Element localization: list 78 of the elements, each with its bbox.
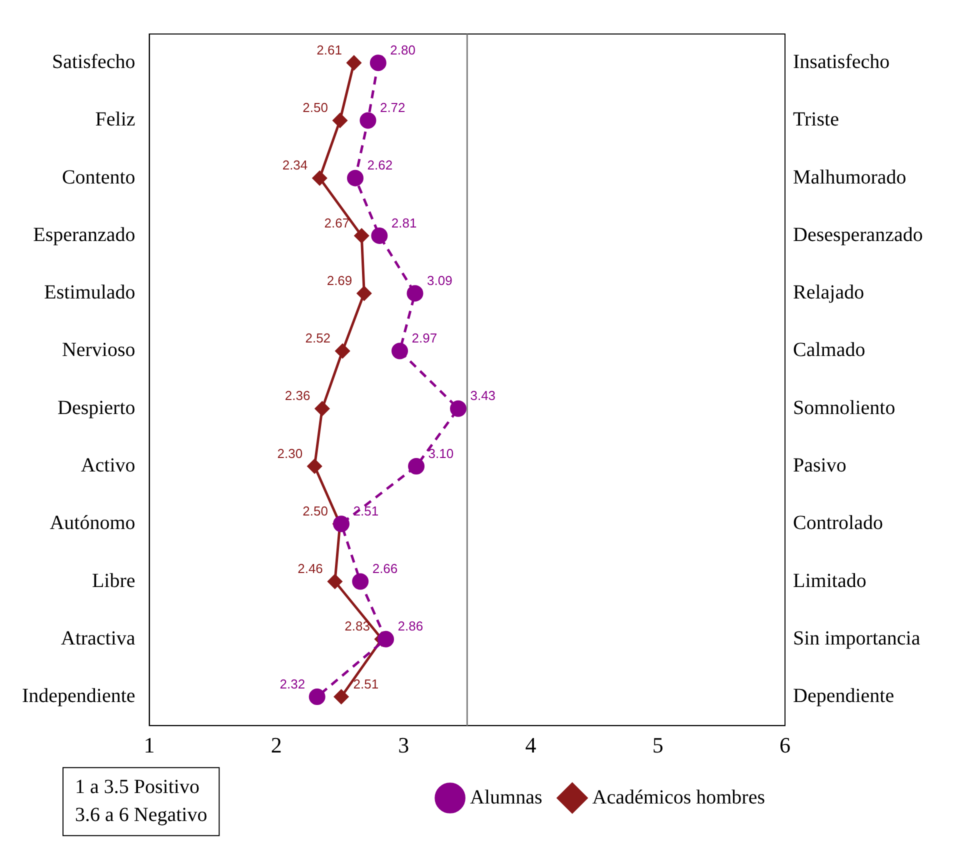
x-tick-label: 1 <box>144 732 155 758</box>
legend-label: Alumnas <box>470 786 542 808</box>
data-label: 3.09 <box>427 272 452 288</box>
y-tick-label: Satisfecho <box>52 51 136 74</box>
x-tick-label: 4 <box>525 732 536 758</box>
x-tick-label: 5 <box>652 732 664 758</box>
data-label: 2.81 <box>391 215 417 230</box>
point <box>328 574 342 589</box>
y2-tick-label: Dependiente <box>793 685 894 708</box>
point <box>307 459 322 474</box>
y2-tick-label: Desesperanzado <box>793 224 923 246</box>
data-label: 2.52 <box>305 330 331 346</box>
point <box>406 285 424 302</box>
point <box>352 573 369 590</box>
y2-tick-label: Insatisfecho <box>793 51 890 74</box>
data-label: 2.61 <box>316 42 342 58</box>
y2-tick-label: Somnoliento <box>793 396 896 419</box>
y2-tick-label: Limitado <box>793 570 866 592</box>
data-label: 2.83 <box>344 618 370 634</box>
point <box>360 112 376 129</box>
data-label: 2.34 <box>282 158 308 173</box>
data-label: 2.62 <box>367 158 393 173</box>
point <box>354 228 369 243</box>
point <box>312 170 327 186</box>
point <box>334 690 349 704</box>
y2-tick-label: Relajado <box>793 282 864 304</box>
data-label: 2.50 <box>302 503 328 518</box>
point <box>347 170 364 186</box>
data-label: 2.50 <box>302 100 328 116</box>
y-tick-label: Estimulado <box>44 282 136 304</box>
point <box>314 401 330 416</box>
y2-tick-label: Calmado <box>793 339 866 362</box>
y-tick-label: Nervioso <box>62 339 136 362</box>
point <box>335 344 350 358</box>
legend-label: Académicos hombres <box>592 786 766 808</box>
y2-tick-label: Sin importancia <box>793 627 920 650</box>
y-tick-label: Contento <box>62 166 136 188</box>
data-label: 2.72 <box>380 100 406 116</box>
data-label: 2.36 <box>284 388 310 404</box>
x-tick-label: 6 <box>780 732 790 758</box>
y-tick-label: Independiente <box>22 685 136 708</box>
data-label: 2.67 <box>324 215 350 230</box>
data-label: 2.46 <box>298 561 323 576</box>
text: 3.6 a 6 Negativo <box>75 804 208 826</box>
x-tick-label: 2 <box>270 732 282 758</box>
data-label: 2.51 <box>353 676 379 692</box>
point <box>392 342 408 360</box>
point <box>308 688 326 706</box>
y-tick-label: Libre <box>92 570 136 592</box>
data-label: 2.86 <box>398 618 424 634</box>
y2-tick-label: Malhumorado <box>793 166 906 188</box>
data-label: 3.43 <box>470 388 496 404</box>
y2-tick-label: Pasivo <box>793 454 846 476</box>
point <box>450 400 466 417</box>
data-label: 3.10 <box>428 446 454 461</box>
point <box>356 286 372 301</box>
data-label: 2.66 <box>372 561 398 576</box>
point <box>346 56 362 70</box>
y-tick-label: Feliz <box>95 108 136 131</box>
data-label: 2.32 <box>280 676 306 692</box>
y-tick-label: Atractiva <box>60 627 136 650</box>
data-label: 2.30 <box>277 446 303 461</box>
y2-tick-label: Controlado <box>793 512 883 534</box>
y-tick-label: Esperanzado <box>33 224 136 246</box>
y-tick-label: Despierto <box>58 396 136 419</box>
data-label: 2.97 <box>412 330 438 346</box>
point <box>332 113 348 128</box>
y-tick-label: Autónomo <box>50 512 136 534</box>
point <box>378 630 394 648</box>
data-label: 2.80 <box>390 42 416 58</box>
y-tick-label: Activo <box>80 454 136 476</box>
data-label: 2.69 <box>326 272 352 288</box>
point <box>370 54 386 72</box>
point <box>371 227 388 244</box>
y2-tick-label: Triste <box>793 108 840 131</box>
text: 1 a 3.5 Positivo <box>75 776 200 798</box>
x-tick-label: 3 <box>398 732 410 758</box>
point <box>408 458 425 474</box>
